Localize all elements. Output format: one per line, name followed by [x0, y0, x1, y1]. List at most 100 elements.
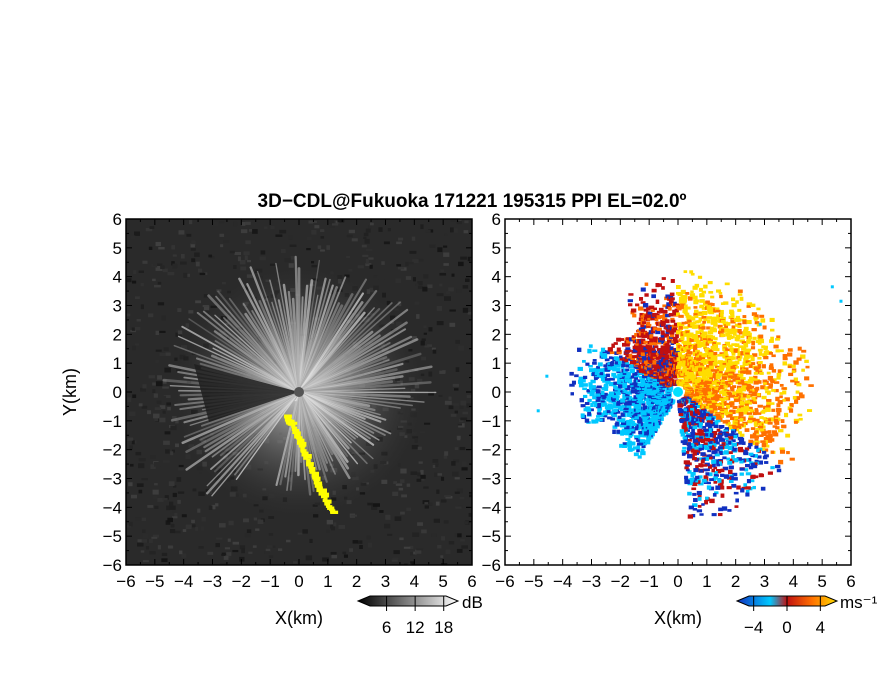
velocity-cell [617, 384, 624, 388]
velocity-cell [639, 408, 644, 413]
velocity-cell [771, 430, 778, 434]
echo-ray [298, 391, 356, 440]
velocity-cell [686, 332, 693, 337]
velocity-cell [709, 386, 714, 391]
velocity-cell [761, 364, 766, 369]
noise-speckle [163, 440, 170, 445]
velocity-cell [708, 353, 713, 357]
velocity-cell [737, 357, 742, 362]
velocity-cell [653, 307, 658, 311]
velocity-cell [719, 384, 725, 390]
velocity-cell [640, 301, 646, 304]
noise-speckle [255, 528, 260, 531]
noise-speckle [431, 347, 436, 350]
noise-speckle [137, 539, 143, 543]
velocity-cell [742, 393, 748, 398]
velocity-cell [705, 424, 711, 427]
velocity-cell [684, 430, 688, 434]
yellow-echo-cell [330, 510, 339, 514]
velocity-cell [739, 401, 744, 405]
velocity-cell [723, 301, 729, 305]
reflectivity-x-tick-label: −3 [203, 572, 222, 591]
velocity-cell [717, 361, 722, 364]
velocity-cell [680, 350, 685, 353]
noise-speckle [167, 272, 175, 276]
velocity-cell [617, 405, 623, 410]
noise-speckle [162, 379, 167, 384]
velocity-cell [736, 485, 741, 490]
velocity-cell [708, 381, 714, 385]
noise-speckle [126, 313, 131, 317]
velocity-cell [726, 457, 731, 461]
noise-speckle [221, 281, 226, 285]
noise-speckle [154, 416, 159, 422]
noise-speckle [140, 304, 144, 310]
noise-speckle [286, 539, 291, 543]
velocity-cell [597, 406, 603, 411]
velocity-cell [804, 376, 810, 381]
noise-speckle [393, 550, 400, 555]
velocity-cell [655, 424, 660, 429]
velocity-cell [628, 448, 633, 452]
velocity-cell [682, 436, 688, 440]
velocity-cell [728, 480, 734, 483]
velocity-cell [670, 279, 675, 283]
velocity-cell [734, 373, 739, 378]
velocity-cell [615, 421, 620, 426]
velocity-cell [624, 401, 629, 405]
velocity-cell [595, 389, 599, 393]
velocity-cell [756, 323, 761, 327]
velocity-cell [629, 360, 636, 365]
velocity-cell [600, 347, 606, 352]
velocity-cell [722, 380, 727, 385]
noise-speckle [400, 468, 407, 474]
noise-speckle [153, 413, 160, 419]
noise-speckle [398, 237, 404, 241]
velocity-cell [680, 440, 685, 444]
noise-speckle [167, 545, 173, 549]
velocity-cell [728, 458, 733, 463]
velocity-cell [751, 341, 755, 346]
noise-speckle [459, 405, 464, 409]
velocity-cell [796, 382, 802, 387]
velocity-cell [756, 448, 760, 453]
noise-speckle [432, 459, 439, 463]
velocity-cell [602, 414, 608, 418]
reflectivity-colorbar-tick-label: 12 [406, 618, 425, 637]
noise-speckle [420, 340, 425, 346]
velocity-cell [749, 479, 755, 483]
noise-speckle [129, 463, 134, 467]
noise-speckle [314, 225, 320, 229]
velocity-cell [687, 481, 693, 486]
noise-speckle [463, 230, 469, 234]
noise-speckle [392, 557, 399, 560]
velocity-cell [748, 332, 752, 337]
velocity-cell [644, 293, 649, 297]
velocity-cell [731, 352, 736, 356]
velocity-cell [782, 390, 787, 395]
velocity-cell [616, 347, 621, 352]
velocity-cell [707, 446, 712, 449]
noise-speckle [152, 382, 158, 386]
echo-ray [205, 390, 301, 495]
velocity-cell [648, 343, 653, 348]
velocity-cell [672, 360, 678, 366]
velocity-cell [625, 363, 631, 368]
noise-speckle [371, 504, 378, 510]
noise-speckle [150, 464, 156, 470]
noise-speckle [218, 523, 226, 528]
velocity-cell [630, 401, 635, 405]
noise-speckle [460, 256, 467, 260]
velocity-cell [718, 437, 724, 442]
noise-speckle [130, 235, 136, 240]
velocity-cell [757, 342, 762, 345]
velocity-stray-cell [536, 409, 540, 413]
velocity-cell [661, 286, 665, 290]
velocity-cell [747, 457, 752, 462]
noise-speckle [144, 538, 150, 543]
velocity-cell [715, 342, 721, 345]
velocity-cell [702, 444, 708, 450]
velocity-cell [719, 404, 725, 409]
noise-speckle [166, 402, 171, 406]
velocity-cell [626, 355, 631, 359]
